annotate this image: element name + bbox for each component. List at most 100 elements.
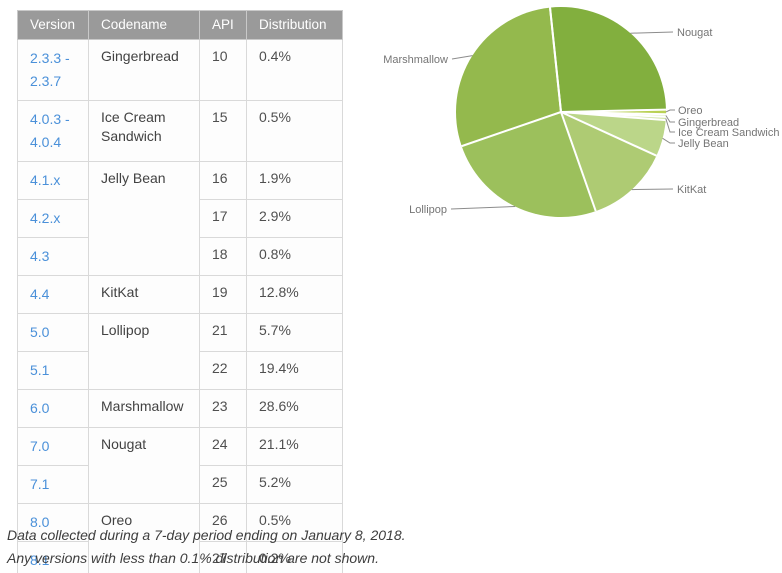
pie-slice-separator	[560, 111, 657, 157]
version-cell: 6.0	[17, 389, 89, 428]
version-cell: 8.1	[17, 541, 89, 573]
version-cell: 8.0	[17, 503, 89, 542]
pie-slice-separator	[461, 111, 562, 148]
table-row: 5.0 Lollipop 21 5.7%	[17, 313, 343, 390]
column-header-codename: Codename	[88, 10, 200, 40]
pie-callout-line	[665, 109, 675, 113]
version-cell: 5.1	[17, 351, 89, 390]
distribution-cell: 5.7%	[246, 313, 343, 352]
version-cell: 7.1	[17, 465, 89, 504]
column-header-api: API	[199, 10, 247, 40]
api-cell: 15	[199, 100, 247, 162]
pie-slice-label: Marshmallow	[383, 54, 448, 66]
version-cell: 4.1.x	[17, 161, 89, 200]
column-header-distribution: Distribution	[246, 10, 343, 40]
pie-slice-label: Lollipop	[409, 204, 447, 216]
distribution-cell: 2.9%	[246, 199, 343, 238]
codename-cell: Nougat	[88, 427, 200, 504]
version-link[interactable]: 4.4	[30, 286, 50, 302]
version-link[interactable]: 2.3.3 - 2.3.7	[30, 50, 70, 89]
distribution-cell: 0.4%	[246, 39, 343, 101]
pie-slice-separator	[560, 111, 597, 212]
version-link[interactable]: 6.0	[30, 400, 50, 416]
version-cell: 7.0	[17, 427, 89, 466]
version-cell: 5.0	[17, 313, 89, 352]
distribution-cell: 28.6%	[246, 389, 343, 428]
pie-callout-line	[662, 137, 675, 144]
pie-callout-line	[665, 115, 675, 123]
version-link[interactable]: 4.3	[30, 248, 50, 264]
pie-callout-line	[665, 118, 675, 133]
table-row: 5.1 22 19.4%	[17, 351, 343, 390]
distribution-cell: 0.2%	[246, 541, 343, 573]
version-cell: 4.4	[17, 275, 89, 314]
codename-cell: Gingerbread	[88, 39, 200, 101]
distribution-cell: 5.2%	[246, 465, 343, 504]
version-link[interactable]: 4.1.x	[30, 172, 61, 188]
pie-callout-line	[630, 31, 674, 34]
pie-slice-marshmallow[interactable]	[456, 7, 561, 147]
pie-slice-label: Jelly Bean	[678, 138, 729, 150]
table-row: 8.0 Oreo 26 0.5%	[17, 503, 343, 573]
api-cell: 19	[199, 275, 247, 314]
table-row: 4.0.3 - 4.0.4 Ice Cream Sandwich 15 0.5%	[17, 100, 343, 162]
footnote: Data collected during a 7-day period end…	[7, 524, 406, 570]
api-cell: 21	[199, 313, 247, 352]
table-row: 2.3.3 - 2.3.7 Gingerbread 10 0.4%	[17, 39, 343, 101]
pie-slice-lollipop[interactable]	[461, 112, 596, 218]
api-cell: 27	[199, 541, 247, 573]
version-cell: 4.3	[17, 237, 89, 276]
version-link[interactable]: 8.1	[30, 552, 50, 568]
distribution-cell: 0.8%	[246, 237, 343, 276]
table-row: 6.0 Marshmallow 23 28.6%	[17, 389, 343, 428]
api-cell: 18	[199, 237, 247, 276]
api-cell: 22	[199, 351, 247, 390]
api-cell: 24	[199, 427, 247, 466]
pie-slice-label: KitKat	[677, 184, 706, 196]
distribution-cell: 12.8%	[246, 275, 343, 314]
codename-cell: Lollipop	[88, 313, 200, 390]
pie-slice-kitkat[interactable]	[561, 112, 657, 212]
pie-slice-label: Ice Cream Sandwich	[678, 127, 780, 139]
table-row: 7.1 25 5.2%	[17, 465, 343, 504]
table-row: 4.4 KitKat 19 12.8%	[17, 275, 343, 314]
api-cell: 25	[199, 465, 247, 504]
pie-slice-label: Nougat	[677, 27, 712, 39]
version-link[interactable]: 4.0.3 - 4.0.4	[30, 111, 70, 150]
version-link[interactable]: 8.0	[30, 514, 50, 530]
codename-cell: Jelly Bean	[88, 161, 200, 276]
api-cell: 16	[199, 161, 247, 200]
distribution-cell: 0.5%	[246, 100, 343, 162]
api-cell: 17	[199, 199, 247, 238]
table-row: 8.1 27 0.2%	[17, 541, 343, 573]
distribution-cell: 1.9%	[246, 161, 343, 200]
version-link[interactable]: 7.1	[30, 476, 50, 492]
table-header-row: Version Codename API Distribution	[17, 10, 343, 40]
codename-cell: Marshmallow	[88, 389, 200, 428]
pie-callout-line	[450, 206, 516, 210]
codename-cell: KitKat	[88, 275, 200, 314]
distribution-cell: 21.1%	[246, 427, 343, 466]
table-row: 7.0 Nougat 24 21.1%	[17, 427, 343, 504]
codename-cell: Oreo	[88, 503, 200, 573]
pie-slice-separator	[549, 7, 562, 113]
distribution-pie-chart: Nougat Oreo Gingerbread Ice Cream Sandwich J…	[380, 0, 782, 300]
distribution-cell: 19.4%	[246, 351, 343, 390]
version-link[interactable]: 5.1	[30, 362, 50, 378]
pie-slice-label: Gingerbread	[678, 117, 739, 129]
table-row: 4.2.x 17 2.9%	[17, 199, 343, 238]
version-link[interactable]: 5.0	[30, 324, 50, 340]
version-link[interactable]: 4.2.x	[30, 210, 61, 226]
column-header-version: Version	[17, 10, 89, 40]
version-link[interactable]: 7.0	[30, 438, 50, 454]
version-cell: 4.0.3 - 4.0.4	[17, 100, 89, 162]
version-cell: 4.2.x	[17, 199, 89, 238]
pie-slice-label: Oreo	[678, 105, 702, 117]
pie-slice-nougat[interactable]	[550, 7, 666, 113]
codename-cell: Ice Cream Sandwich	[88, 100, 200, 162]
api-cell: 10	[199, 39, 247, 101]
api-cell: 23	[199, 389, 247, 428]
pie-callout-line	[631, 188, 674, 191]
table-row: 4.3 18 0.8%	[17, 237, 343, 276]
